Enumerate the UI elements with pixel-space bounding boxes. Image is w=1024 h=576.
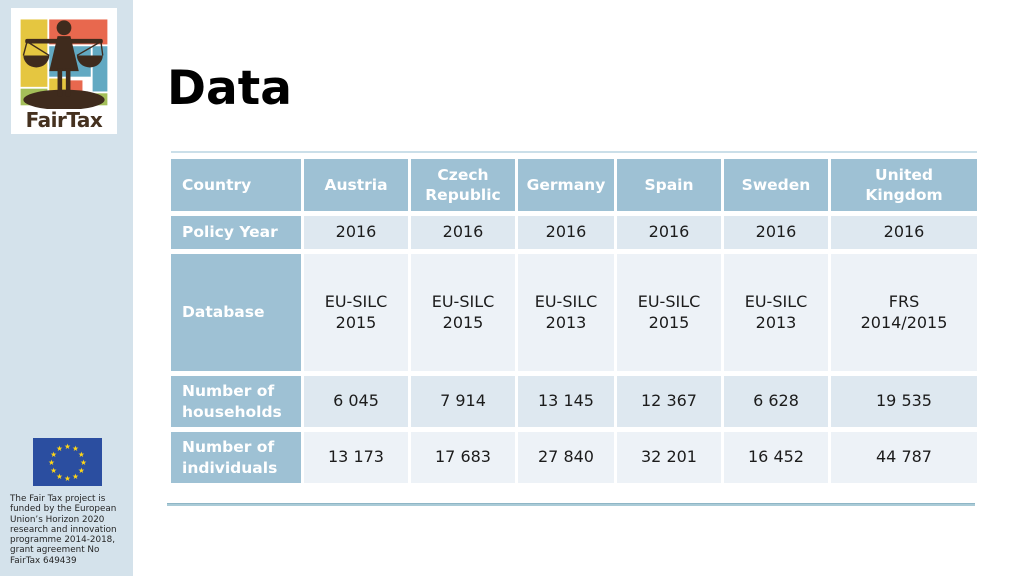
svg-text:★: ★: [64, 442, 71, 451]
table-cell: 6 628: [724, 376, 828, 427]
svg-text:★: ★: [78, 450, 85, 459]
svg-text:★: ★: [72, 472, 79, 481]
table-cell: 27 840: [518, 432, 614, 483]
table-cell: EU-SILC 2015: [411, 254, 515, 371]
svg-text:★: ★: [78, 466, 85, 475]
table-cell: 17 683: [411, 432, 515, 483]
svg-text:★: ★: [72, 444, 79, 453]
table-cell: 13 145: [518, 376, 614, 427]
svg-text:★: ★: [50, 450, 57, 459]
svg-text:★: ★: [56, 472, 63, 481]
table-cell: EU-SILC 2013: [724, 254, 828, 371]
table-cell: FRS 2014/2015: [831, 254, 977, 371]
eu-flag-icon: ★ ★ ★ ★ ★ ★ ★ ★ ★ ★ ★ ★: [33, 438, 102, 486]
row-label-policy-year: Policy Year: [171, 216, 301, 249]
data-table: Country Austria Czech Republic Germany S…: [171, 159, 977, 483]
table-cell: 32 201: [617, 432, 721, 483]
table-cell: EU-SILC 2013: [518, 254, 614, 371]
header-cell-sweden: Sweden: [724, 159, 828, 211]
svg-text:★: ★: [50, 466, 57, 475]
header-cell-germany: Germany: [518, 159, 614, 211]
header-cell-country: Country: [171, 159, 301, 211]
header-cell-united-kingdom: United Kingdom: [831, 159, 977, 211]
fairtax-logo: FairTax: [11, 8, 117, 134]
table-cell: 12 367: [617, 376, 721, 427]
table-cell: 2016: [831, 216, 977, 249]
table-cell: 2016: [724, 216, 828, 249]
table-cell: 2016: [411, 216, 515, 249]
table-cell: EU-SILC 2015: [304, 254, 408, 371]
row-label-number-of-individuals: Number of individuals: [171, 432, 301, 483]
table-cell: 6 045: [304, 376, 408, 427]
svg-text:★: ★: [48, 458, 55, 467]
header-cell-austria: Austria: [304, 159, 408, 211]
table-cell: 44 787: [831, 432, 977, 483]
row-label-number-of-households: Number of households: [171, 376, 301, 427]
table-cell: 13 173: [304, 432, 408, 483]
fairtax-logo-text: FairTax: [25, 108, 103, 132]
table-cell: 2016: [617, 216, 721, 249]
header-cell-spain: Spain: [617, 159, 721, 211]
header-cell-czech-republic: Czech Republic: [411, 159, 515, 211]
table-cell: EU-SILC 2015: [617, 254, 721, 371]
sidebar: FairTax ★ ★ ★ ★ ★ ★ ★ ★ ★ ★ ★ ★ The Fair…: [0, 0, 133, 576]
table-cell: 16 452: [724, 432, 828, 483]
funding-note: The Fair Tax project is funded by the Eu…: [10, 494, 117, 566]
svg-text:★: ★: [64, 474, 71, 483]
row-label-database: Database: [171, 254, 301, 371]
table-cell: 7 914: [411, 376, 515, 427]
table-cell: 19 535: [831, 376, 977, 427]
table-cell: 2016: [518, 216, 614, 249]
svg-text:★: ★: [80, 458, 87, 467]
fairtax-logo-icon: [20, 19, 108, 109]
slide-title: Data: [167, 61, 292, 116]
table-cell: 2016: [304, 216, 408, 249]
table-top-border: [171, 151, 977, 153]
footer-divider: [167, 503, 975, 506]
svg-text:★: ★: [56, 444, 63, 453]
